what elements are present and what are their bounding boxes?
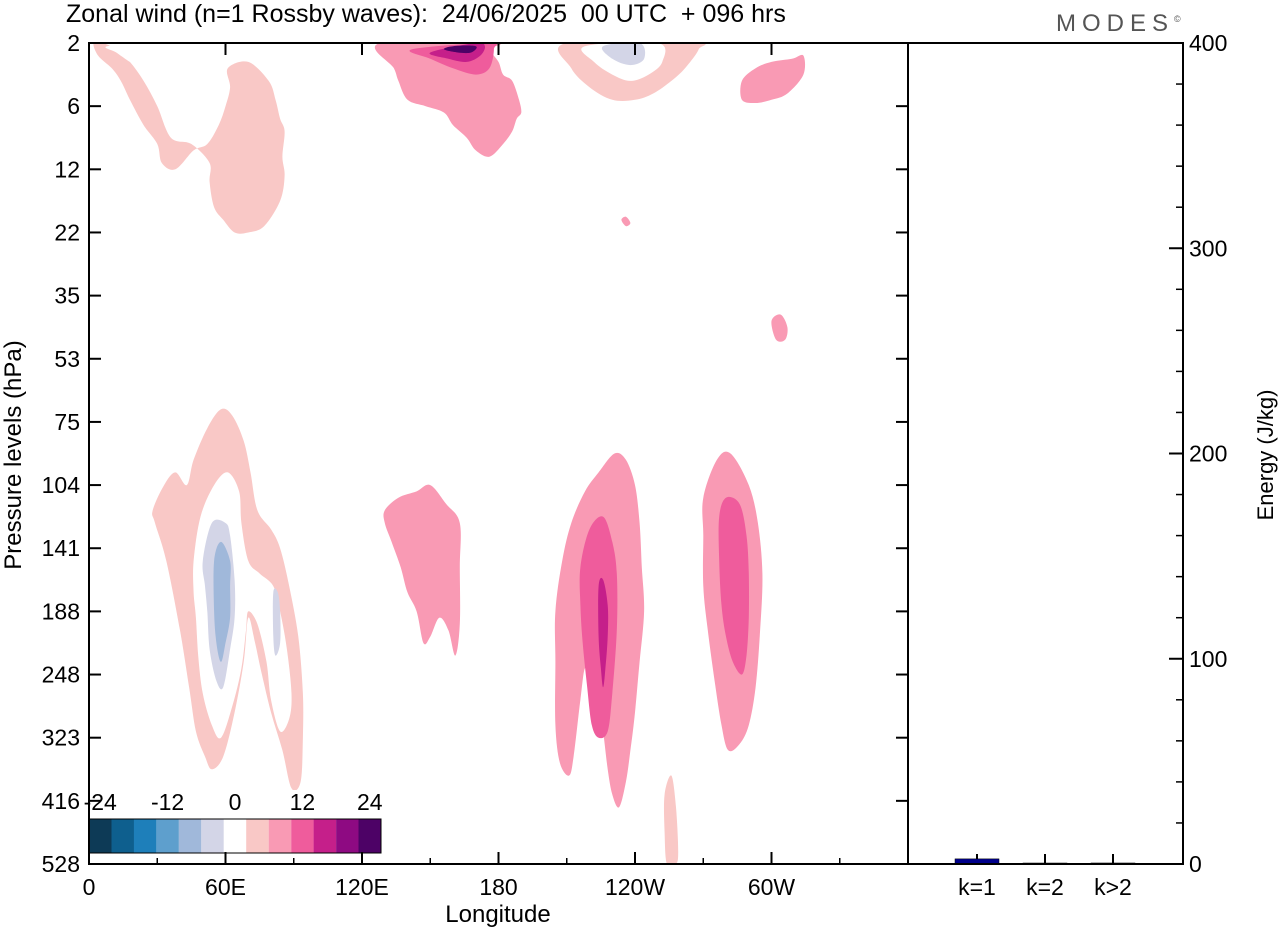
contour-region (272, 588, 281, 656)
energy-category-label: k>2 (1094, 874, 1132, 900)
y-tick-label: 323 (42, 725, 80, 751)
contour-regions (93, 43, 806, 864)
energy-panel: 0 100 200 300 400 k=1 k=2 k>2 (954, 30, 1227, 900)
colorbar-swatch (178, 819, 202, 853)
y-tick-label: 12 (54, 156, 80, 182)
x-tick-label: 180 (479, 874, 517, 900)
y-axis: 2 6 12 22 35 53 75 104 141 188 248 323 416 528 (42, 30, 908, 877)
colorbar-swatch (89, 819, 112, 853)
y-tick-label: 188 (42, 598, 80, 624)
energy-plot-frame (907, 42, 1184, 865)
colorbar-label: 12 (290, 789, 316, 815)
colorbar-swatch (133, 819, 157, 853)
contour-region (93, 43, 285, 234)
y-tick-label: 2 (67, 30, 80, 56)
y-tick-label: 104 (42, 472, 81, 498)
y-tick-label: 75 (54, 409, 80, 435)
contour-region (105, 43, 159, 66)
contour-region (740, 54, 806, 104)
y-tick-label: 528 (42, 851, 80, 877)
contour-region (598, 577, 609, 688)
contour-region (383, 484, 461, 656)
y-tick-label: 248 (42, 662, 80, 688)
x-tick-label: 60E (205, 874, 246, 900)
x-tick-label: 120W (605, 874, 665, 900)
y-tick-label: 416 (42, 788, 80, 814)
modes-logo: MODES© (1056, 10, 1181, 37)
colorbar-swatch (268, 819, 292, 853)
colorbar-swatch (313, 819, 337, 853)
colorbar-swatch (358, 819, 381, 853)
colorbar-swatch (246, 819, 269, 853)
colorbar-label: 24 (357, 789, 383, 815)
y-tick-label: 22 (54, 219, 80, 245)
x-axis-label: Longitude (445, 901, 550, 928)
colorbar-swatch (201, 819, 224, 853)
y-tick-label: 53 (54, 346, 80, 372)
energy-tick-label: 100 (1189, 646, 1227, 672)
x-tick-label: 120E (335, 874, 389, 900)
colorbar-swatch (111, 819, 134, 853)
y-tick-label: 141 (42, 535, 80, 561)
colorbar-swatch (156, 819, 179, 853)
energy-axis-label: Energy (J/kg) (1253, 390, 1278, 521)
energy-tick-label: 200 (1189, 441, 1227, 467)
contour-region (621, 216, 631, 227)
colorbar: -24 -12 0 12 24 (84, 789, 383, 864)
contour-region (213, 541, 231, 662)
x-tick-label: 0 (83, 874, 96, 900)
x-axis: 0 60E 120E 180 120W 60W (83, 43, 841, 900)
energy-category-label: k=1 (958, 874, 996, 900)
energy-category-label: k=2 (1026, 874, 1064, 900)
colorbar-label: -12 (151, 789, 184, 815)
colorbar-swatch (291, 819, 314, 853)
colorbar-swatch (336, 819, 359, 853)
y-tick-label: 6 (67, 93, 80, 119)
energy-tick-label: 0 (1189, 851, 1202, 877)
contour-region (771, 314, 788, 342)
y-tick-label: 35 (54, 283, 80, 309)
energy-tick-label: 400 (1189, 30, 1227, 56)
x-tick-label: 60W (748, 874, 796, 900)
logo-text: MODES (1056, 10, 1175, 37)
contour-region (663, 775, 679, 864)
energy-tick-label: 300 (1189, 235, 1227, 261)
contour-region (443, 45, 477, 54)
y-axis-label: Pressure levels (hPa) (0, 340, 27, 569)
colorbar-label: 0 (229, 789, 242, 815)
chart-title: Zonal wind (n=1 Rossby waves): 24/06/202… (66, 0, 786, 28)
colorbar-swatch (223, 819, 247, 853)
contour-region (718, 496, 750, 675)
